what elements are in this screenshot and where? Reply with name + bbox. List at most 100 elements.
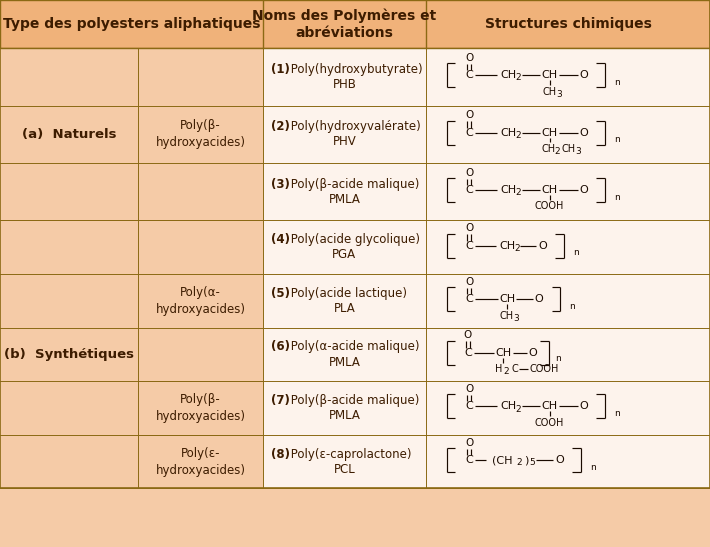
Text: (b)  Synthétiques: (b) Synthétiques bbox=[4, 348, 134, 361]
Text: O: O bbox=[538, 241, 547, 251]
Text: Poly(α-acide malique): Poly(α-acide malique) bbox=[287, 340, 419, 353]
Bar bbox=[0, 106, 263, 163]
Text: 5: 5 bbox=[529, 458, 535, 467]
Bar bbox=[0, 220, 263, 274]
Bar bbox=[0, 163, 263, 220]
Text: CH: CH bbox=[542, 127, 557, 138]
Bar bbox=[0, 435, 263, 488]
Text: C: C bbox=[511, 364, 518, 374]
Text: (7): (7) bbox=[271, 394, 290, 407]
Text: Structures chimiques: Structures chimiques bbox=[484, 17, 652, 31]
Text: CH: CH bbox=[501, 401, 516, 411]
Text: CH: CH bbox=[500, 311, 514, 321]
Text: Type des polyesters aliphatiques: Type des polyesters aliphatiques bbox=[3, 17, 260, 31]
Text: Poly(β-
hydroxyacides): Poly(β- hydroxyacides) bbox=[155, 393, 246, 423]
Text: Poly(ε-
hydroxyacides): Poly(ε- hydroxyacides) bbox=[155, 447, 246, 476]
Text: C: C bbox=[466, 294, 473, 304]
Text: H: H bbox=[496, 364, 503, 374]
Text: C: C bbox=[466, 185, 473, 195]
Text: CH: CH bbox=[542, 185, 557, 195]
Text: n: n bbox=[614, 135, 620, 144]
Text: (a)  Naturels: (a) Naturels bbox=[22, 128, 116, 141]
Text: CH: CH bbox=[501, 185, 516, 195]
Text: CH: CH bbox=[542, 86, 557, 97]
Text: (1): (1) bbox=[271, 63, 290, 75]
Text: 2: 2 bbox=[516, 458, 522, 467]
Bar bbox=[263, 48, 710, 106]
Text: COOH: COOH bbox=[535, 418, 564, 428]
Bar bbox=[263, 274, 710, 328]
Text: 3: 3 bbox=[556, 90, 562, 99]
Text: PHB: PHB bbox=[332, 78, 356, 91]
Text: O: O bbox=[579, 401, 588, 411]
Text: C: C bbox=[466, 127, 473, 138]
Bar bbox=[0, 381, 263, 435]
Text: PHV: PHV bbox=[332, 136, 356, 148]
Bar bbox=[263, 435, 710, 488]
Text: O: O bbox=[464, 330, 472, 340]
Text: CH: CH bbox=[562, 144, 576, 154]
Text: PGA: PGA bbox=[332, 248, 356, 261]
Text: O: O bbox=[465, 53, 474, 63]
Text: O: O bbox=[579, 70, 588, 80]
Text: Poly(β-acide malique): Poly(β-acide malique) bbox=[287, 178, 419, 190]
Text: O: O bbox=[465, 167, 474, 178]
Text: O: O bbox=[529, 348, 537, 358]
Text: Poly(β-
hydroxyacides): Poly(β- hydroxyacides) bbox=[155, 119, 246, 149]
Text: CH: CH bbox=[541, 144, 555, 154]
Text: C: C bbox=[466, 70, 473, 80]
Text: COOH: COOH bbox=[535, 201, 564, 212]
Text: (6): (6) bbox=[271, 340, 290, 353]
Text: COOH: COOH bbox=[529, 364, 559, 374]
Text: Poly(hydroxyvalérate): Poly(hydroxyvalérate) bbox=[287, 120, 420, 133]
Text: Poly(hydroxybutyrate): Poly(hydroxybutyrate) bbox=[287, 63, 422, 75]
Bar bbox=[263, 381, 710, 435]
Text: (8): (8) bbox=[271, 447, 290, 461]
Bar bbox=[0, 328, 263, 381]
Text: PMLA: PMLA bbox=[329, 356, 360, 369]
Text: 2: 2 bbox=[515, 131, 521, 140]
Text: 2: 2 bbox=[515, 188, 521, 197]
Text: PLA: PLA bbox=[334, 302, 355, 315]
Text: Poly(acide lactique): Poly(acide lactique) bbox=[287, 287, 407, 300]
Text: Noms des Polymères et
abréviations: Noms des Polymères et abréviations bbox=[252, 8, 437, 40]
Text: n: n bbox=[614, 78, 620, 87]
Bar bbox=[263, 163, 710, 220]
Text: CH: CH bbox=[542, 70, 557, 80]
Text: CH: CH bbox=[501, 127, 516, 138]
Text: 2: 2 bbox=[515, 405, 521, 414]
Bar bbox=[0, 0, 710, 48]
Text: PMLA: PMLA bbox=[329, 409, 360, 422]
Text: Poly(ε-caprolactone): Poly(ε-caprolactone) bbox=[287, 447, 411, 461]
Text: n: n bbox=[614, 193, 620, 202]
Bar bbox=[263, 328, 710, 381]
Text: C: C bbox=[466, 241, 473, 251]
Bar bbox=[0, 274, 263, 328]
Text: 3: 3 bbox=[513, 314, 519, 323]
Text: O: O bbox=[535, 294, 543, 304]
Text: CH: CH bbox=[542, 401, 557, 411]
Bar bbox=[263, 106, 710, 163]
Text: Poly(α-
hydroxyacides): Poly(α- hydroxyacides) bbox=[155, 286, 246, 316]
Text: 2: 2 bbox=[555, 147, 560, 156]
Text: O: O bbox=[579, 127, 588, 138]
Bar bbox=[263, 220, 710, 274]
Text: n: n bbox=[614, 409, 620, 418]
Text: O: O bbox=[465, 110, 474, 120]
Text: n: n bbox=[590, 463, 596, 472]
Text: CH: CH bbox=[496, 348, 511, 358]
Text: C: C bbox=[466, 455, 473, 465]
Text: O: O bbox=[465, 438, 474, 447]
Text: 2: 2 bbox=[515, 73, 521, 83]
Text: O: O bbox=[465, 384, 474, 394]
Text: 2: 2 bbox=[514, 244, 520, 253]
Text: O: O bbox=[579, 185, 588, 195]
Text: O: O bbox=[555, 455, 564, 465]
Text: C: C bbox=[464, 348, 471, 358]
Text: PCL: PCL bbox=[334, 463, 355, 476]
Text: (3): (3) bbox=[271, 178, 290, 190]
Text: n: n bbox=[555, 354, 561, 363]
Bar bbox=[0, 0, 710, 488]
Text: PMLA: PMLA bbox=[329, 193, 360, 206]
Text: (2): (2) bbox=[271, 120, 290, 133]
